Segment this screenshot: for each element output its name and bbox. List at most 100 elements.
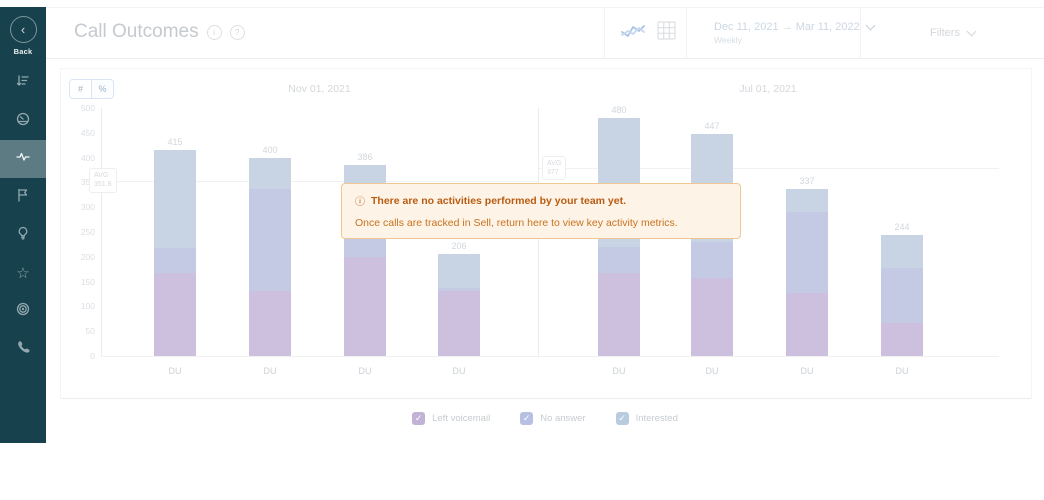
average-badge: AVG 377 [542, 155, 567, 181]
line-chart-icon[interactable] [621, 23, 645, 44]
info-icon[interactable]: i [206, 24, 222, 40]
legend-label: Interested [635, 413, 678, 424]
x-axis-label: DU [612, 366, 626, 376]
y-axis-tick-label: 150 [80, 276, 95, 287]
bar-segment-interested[interactable] [881, 234, 923, 268]
sidebar-item-activity[interactable] [0, 140, 46, 178]
checkbox-checked-icon[interactable]: ✓ [615, 412, 629, 425]
bar-total-label: 386 [357, 151, 373, 162]
y-axis-tick-label: 250 [80, 227, 95, 237]
bar-segment-no-answer[interactable] [598, 247, 640, 273]
stacked-bar[interactable]: 206 [438, 241, 480, 356]
sidebar-item-goals[interactable] [0, 178, 46, 216]
stacked-bar[interactable]: 447 [691, 121, 733, 356]
bar-segment-left-voicemail[interactable] [691, 277, 733, 356]
bar-segment-no-answer[interactable] [881, 267, 923, 324]
bar-segment-no-answer[interactable] [438, 287, 480, 292]
bar-segment-interested[interactable] [154, 150, 196, 249]
checkbox-checked-icon[interactable]: ✓ [520, 412, 534, 425]
dashboard-gauge-icon [15, 111, 31, 132]
date-range-selector[interactable]: Dec 11, 2021 → Mar 11, 2022 Weekly [686, 8, 876, 58]
empty-state-notice: ⓘ There are no activities performed by y… [341, 183, 741, 239]
checkbox-checked-icon[interactable]: ✓ [412, 412, 426, 425]
sidebar-item-leaderboard[interactable] [0, 64, 46, 102]
average-line [102, 180, 539, 182]
average-line [539, 168, 999, 170]
y-axis-tick-label: 300 [80, 202, 95, 213]
back-button[interactable]: ‹ Back [9, 16, 37, 56]
legend-item-interested[interactable]: ✓ Interested [615, 412, 678, 425]
title-row: Call Outcomes i ? [74, 21, 245, 43]
help-icon[interactable]: ? [229, 24, 245, 40]
bar-segment-no-answer[interactable] [691, 242, 733, 278]
stacked-bar[interactable]: 244 [881, 222, 923, 356]
bar-total-label: 400 [262, 144, 278, 155]
notice-title: ⓘ There are no activities performed by y… [355, 194, 627, 209]
average-value: 377 [547, 168, 559, 176]
chart-panel-left: 0 50 100 150 200 250 300 350 400 450 500 AVG 351.8 41… [81, 103, 539, 376]
bar-segment-interested[interactable] [438, 253, 480, 288]
bar-segment-no-answer[interactable] [786, 211, 828, 294]
x-axis-label: DU [168, 366, 182, 376]
bar-segment-interested[interactable] [786, 188, 828, 212]
unit-percent-button[interactable]: % [91, 80, 113, 98]
average-label: AVG [547, 159, 562, 167]
chart-legend: ✓ Left voicemail ✓ No answer ✓ Interested [46, 412, 1044, 425]
x-axis-label: DU [452, 366, 466, 376]
average-value: 351.8 [94, 181, 112, 189]
legend-label: Left voicemail [432, 413, 491, 424]
x-axis-label: DU [800, 366, 814, 376]
lightbulb-icon [15, 225, 31, 246]
y-axis-tick-label: 100 [80, 301, 95, 312]
x-axis-label: DU [895, 366, 909, 376]
y-axis-tick-label: 50 [85, 326, 95, 337]
filters-button[interactable]: Filters [860, 8, 1044, 58]
bar-segment-left-voicemail[interactable] [598, 272, 640, 356]
sidebar-item-favorites[interactable]: ☆ [0, 254, 46, 292]
bar-total-label: 206 [451, 240, 467, 251]
star-icon: ☆ [16, 264, 30, 282]
sidebar: ‹ Back ☆ [0, 7, 46, 443]
unit-toggle: # % [69, 79, 114, 99]
bar-segment-interested[interactable] [249, 157, 291, 190]
bar-segment-no-answer[interactable] [154, 248, 196, 273]
bar-segment-left-voicemail[interactable] [881, 323, 923, 356]
x-axis-label: DU [263, 366, 277, 376]
bar-segment-left-voicemail[interactable] [344, 257, 386, 356]
average-badge: AVG 351.8 [89, 168, 117, 193]
date-range-label: Dec 11, 2021 → Mar 11, 2022 [714, 21, 860, 33]
y-axis-tick-label: 450 [80, 127, 95, 138]
sidebar-item-targets[interactable] [0, 292, 46, 330]
date-granularity: Weekly [714, 35, 742, 45]
bar-total-label: 415 [167, 137, 183, 148]
bar-segment-left-voicemail[interactable] [249, 291, 291, 356]
view-toggle [604, 8, 687, 58]
x-axis-label: DU [358, 366, 372, 376]
stacked-bar[interactable]: 415 [154, 137, 196, 356]
unit-count-button[interactable]: # [70, 80, 91, 98]
legend-item-no-answer[interactable]: ✓ No answer [520, 412, 586, 425]
sidebar-item-insights[interactable] [0, 216, 46, 254]
legend-item-left-voicemail[interactable]: ✓ Left voicemail [412, 412, 490, 425]
bar-segment-no-answer[interactable] [249, 189, 291, 292]
sidebar-nav: ☆ [0, 64, 46, 368]
stacked-bar[interactable]: 400 [249, 145, 291, 356]
activity-pulse-icon [15, 149, 31, 170]
bar-segment-left-voicemail[interactable] [438, 291, 480, 356]
page-title: Call Outcomes [74, 21, 199, 42]
bar-total-label: 244 [894, 221, 910, 232]
y-axis-tick-label: 350 [80, 177, 95, 188]
back-chevron-icon: ‹ [9, 16, 37, 43]
stacked-bar[interactable]: 480 [598, 105, 640, 356]
sidebar-item-calls[interactable] [0, 330, 46, 368]
sidebar-item-dashboard[interactable] [0, 102, 46, 140]
stacked-bar[interactable]: 337 [786, 176, 828, 356]
table-grid-icon[interactable] [657, 21, 676, 45]
y-axis-tick-label: 200 [80, 251, 95, 262]
header: Call Outcomes i ? Dec 11, 2021 → Mar 11,… [46, 7, 1044, 59]
legend-label: No answer [540, 413, 586, 424]
bar-segment-left-voicemail[interactable] [786, 293, 828, 356]
bar-total-label: 480 [611, 104, 627, 115]
bar-segment-left-voicemail[interactable] [154, 272, 196, 356]
chevron-down-icon [966, 26, 977, 37]
